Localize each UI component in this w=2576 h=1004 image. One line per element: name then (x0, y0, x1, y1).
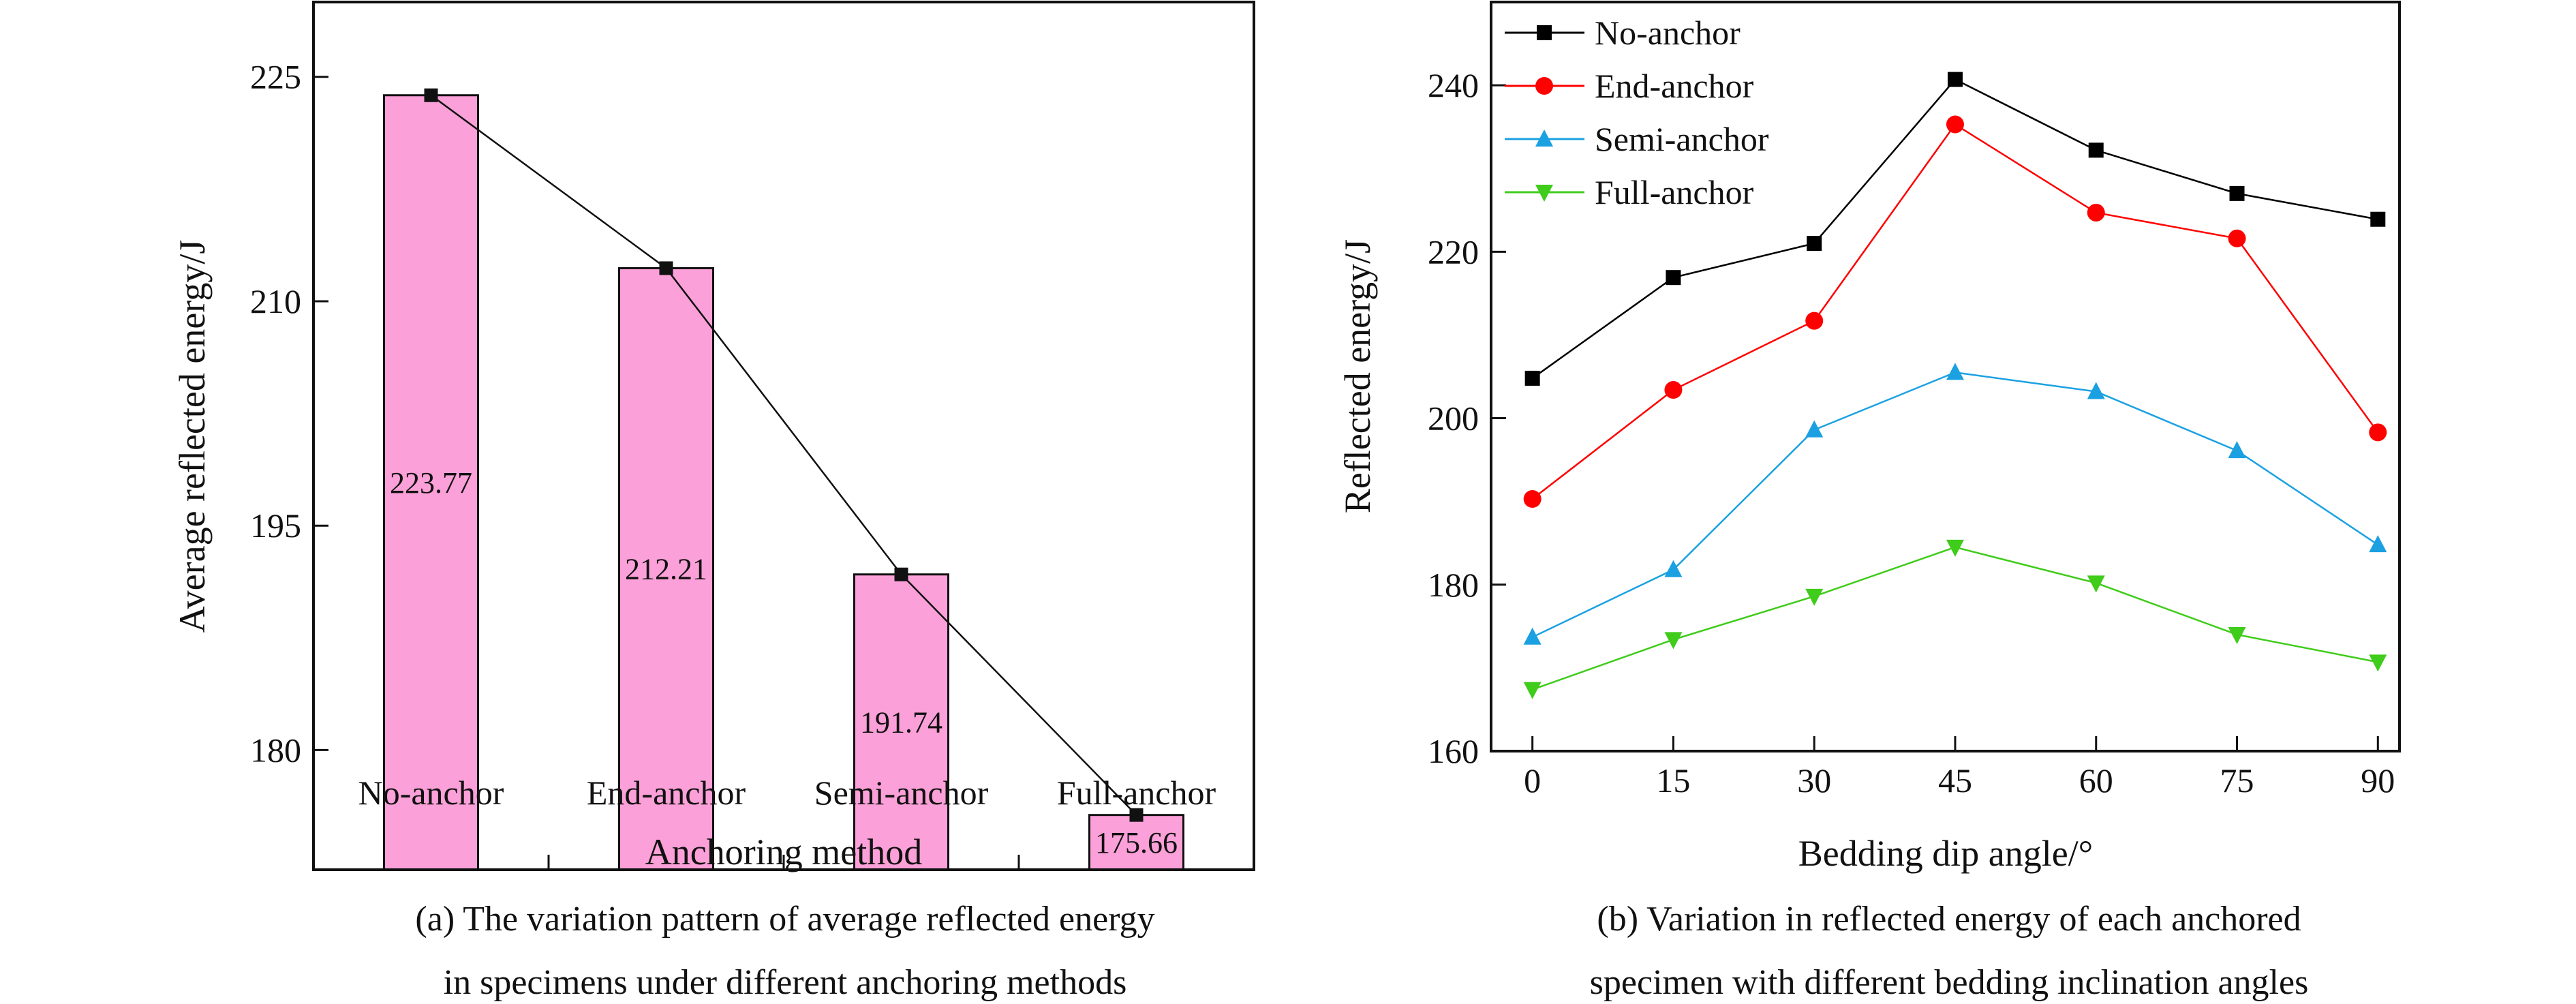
x-tick-label: No-anchor (358, 774, 504, 812)
bar (1088, 814, 1184, 871)
point-marker (424, 88, 438, 102)
x-tick-label: 45 (1938, 761, 1972, 800)
x-tick-label: End-anchor (587, 774, 746, 812)
bar-chart-anchoring-method: 223.77 212.21 191.74 175.66 No-anchor End-an… (172, 1, 1255, 1002)
y-tick-label: 200 (1428, 399, 1479, 438)
point-marker-circle (1535, 77, 1553, 95)
point-marker-triangle-down (2369, 654, 2387, 672)
point-marker-triangle-up (1523, 627, 1542, 645)
point-marker-triangle-up (2369, 535, 2387, 553)
series-line (1532, 546, 2378, 690)
series-full-anchor (1523, 539, 2387, 699)
point-marker-triangle-down (1523, 682, 1542, 699)
point-marker-triangle-down (1805, 588, 1824, 606)
x-tick-label: Full-anchor (1057, 774, 1216, 812)
y-tick-label: 160 (1428, 732, 1479, 770)
bar (618, 267, 714, 871)
point-marker-triangle-down (1535, 185, 1553, 202)
series-end-anchor (1523, 115, 2387, 508)
point-marker-circle (1523, 490, 1542, 508)
legend-item: Semi-anchor (1505, 120, 1769, 158)
x-tick-label: 75 (2220, 761, 2254, 800)
point-marker-circle (1805, 311, 1824, 330)
series-no-anchor (1524, 72, 2386, 386)
point-marker (1129, 808, 1144, 822)
point-marker-square (1666, 270, 1681, 286)
x-tick-label: 90 (2361, 761, 2395, 800)
point-marker-circle (2228, 229, 2246, 247)
x-tick-label: Semi-anchor (814, 774, 989, 812)
data-label: 212.21 (625, 553, 707, 586)
series-semi-anchor (1523, 363, 2387, 645)
legend-item: End-anchor (1505, 67, 1754, 105)
y-tick-label: 180 (250, 731, 301, 769)
bar (383, 94, 479, 871)
point-marker (659, 261, 673, 275)
point-marker-square (2229, 185, 2245, 201)
y-axis-label: Average reflected energy/J (172, 240, 213, 633)
point-marker-triangle-down (2228, 627, 2246, 645)
data-label: 223.77 (390, 466, 472, 500)
point-marker-circle (2369, 423, 2387, 442)
point-marker-square (1537, 25, 1552, 40)
point-marker-triangle-up (1664, 560, 1683, 577)
series-line (1532, 371, 2378, 638)
point-marker-square (2088, 142, 2104, 158)
point-marker-square (1947, 72, 1963, 87)
point-marker-triangle-up (2228, 441, 2246, 459)
legend-label: Full-anchor (1595, 173, 1754, 211)
plot-frame (1490, 1, 2401, 752)
x-tick-label: 60 (2079, 761, 2113, 800)
legend-label: Semi-anchor (1595, 120, 1769, 158)
y-tick-label: 220 (1428, 232, 1479, 271)
line-marks (1523, 72, 2387, 699)
x-tick-label: 30 (1797, 761, 1831, 800)
x-axis-label: Anchoring method (645, 832, 922, 872)
point-marker-square (2370, 211, 2386, 227)
legend: No-anchor End-anchor Semi-anchor Full-ancho… (1505, 14, 1769, 211)
point-marker-circle (2087, 203, 2105, 222)
point-marker-square (1807, 236, 1822, 252)
line-chart-bedding-dip-angle: 0 15 30 45 60 75 90 160 180 200 220 240 No-anchor En… (1337, 1, 2401, 1002)
axis-ticks: 0 15 30 45 60 75 90 160 180 200 220 240 (1428, 66, 2395, 800)
point-marker-circle (1946, 115, 1964, 134)
point-marker-triangle-up (2087, 382, 2105, 399)
point-marker-triangle-down (1946, 539, 1964, 557)
y-tick-label: 240 (1428, 66, 1479, 104)
caption-line-1: (b) Variation in reflected energy of eac… (1597, 900, 2301, 939)
point-marker-triangle-down (2087, 575, 2105, 593)
caption-line-2: specimen with different bedding inclinat… (1590, 963, 2309, 1002)
y-tick-label: 195 (250, 506, 301, 545)
y-axis-label: Reflected energy/J (1337, 239, 1378, 513)
point-marker-triangle-up (1946, 363, 1964, 380)
legend-item: Full-anchor (1505, 173, 1754, 211)
point-marker-triangle-up (1805, 420, 1824, 438)
y-tick-label: 210 (250, 282, 301, 320)
point-marker-square (1524, 370, 1540, 386)
x-tick-label: 15 (1656, 761, 1690, 800)
data-label: 191.74 (860, 705, 942, 739)
point-marker-circle (1664, 381, 1683, 399)
data-label: 175.66 (1095, 826, 1178, 860)
x-tick-label: 0 (1524, 761, 1541, 800)
bar-marks: 223.77 212.21 191.74 175.66 (383, 88, 1184, 871)
legend-label: End-anchor (1595, 67, 1754, 105)
point-marker (894, 567, 908, 581)
axis-ticks: No-anchor End-anchor Semi-anchor Full-ancho… (250, 58, 1216, 870)
y-tick-label: 180 (1428, 566, 1479, 604)
trend-line (430, 94, 1137, 816)
y-tick-label: 225 (250, 58, 301, 96)
legend-label: No-anchor (1595, 14, 1741, 52)
legend-item: No-anchor (1505, 14, 1741, 52)
point-marker-triangle-down (1664, 632, 1683, 650)
point-marker-triangle-up (1535, 130, 1553, 147)
caption-line-2: in specimens under different anchoring m… (444, 963, 1127, 1002)
x-axis-label: Bedding dip angle/° (1798, 833, 2094, 874)
caption-line-1: (a) The variation pattern of average ref… (415, 900, 1154, 939)
